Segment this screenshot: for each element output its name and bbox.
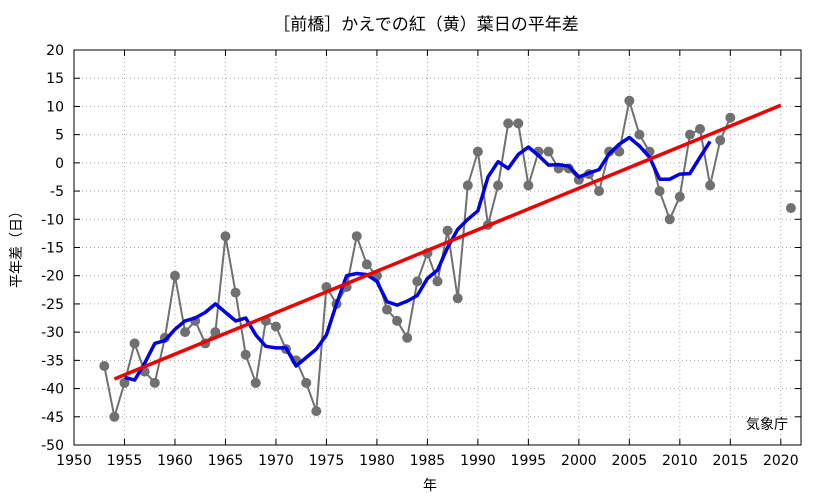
data-point — [250, 377, 261, 388]
data-point — [129, 338, 140, 349]
x-tick-label: 1995 — [511, 453, 547, 469]
data-point — [240, 349, 251, 360]
data-point — [361, 259, 372, 270]
running-mean-line — [124, 135, 712, 382]
source-label: 気象庁 — [746, 417, 788, 433]
x-tick-label: 1955 — [107, 453, 143, 469]
y-tick-label: -5 — [50, 184, 64, 200]
data-point — [452, 293, 463, 304]
data-point — [442, 225, 453, 236]
data-point — [684, 129, 695, 140]
y-tick-label: 5 — [55, 128, 64, 144]
y-tick-label: -30 — [41, 325, 64, 341]
trend-line — [113, 103, 782, 381]
x-tick-label: 1975 — [309, 453, 345, 469]
data-point — [674, 191, 685, 202]
y-axis-label: 平年差（日） — [9, 204, 25, 288]
x-tick-label: 2015 — [712, 453, 748, 469]
data-point — [614, 146, 625, 157]
x-tick-label: 1985 — [410, 453, 446, 469]
data-point — [705, 180, 716, 191]
data-point — [624, 95, 635, 106]
y-tick-label: 0 — [55, 156, 64, 172]
data-point — [543, 146, 554, 157]
data-point — [472, 146, 483, 157]
x-tick-label: 1970 — [258, 453, 294, 469]
data-point — [270, 321, 281, 332]
data-point — [149, 377, 160, 388]
x-tick-label: 2020 — [763, 453, 799, 469]
data-point — [715, 135, 726, 146]
x-tick-label: 1965 — [208, 453, 244, 469]
x-axis-label: 年 — [423, 478, 437, 494]
data-point — [785, 203, 796, 213]
data-point — [230, 287, 241, 298]
data-point — [402, 332, 413, 343]
data-point — [99, 361, 110, 371]
data-point — [109, 411, 120, 422]
y-tick-label: -50 — [41, 438, 64, 454]
data-point — [351, 231, 362, 242]
data-point — [695, 124, 706, 134]
data-point — [412, 276, 423, 287]
data-point — [725, 112, 736, 123]
y-tick-label: 15 — [46, 71, 64, 87]
y-tick-label: -40 — [41, 382, 64, 398]
data-point — [119, 377, 130, 388]
x-tick-label: 2010 — [662, 453, 698, 469]
data-point — [301, 377, 312, 388]
data-point — [523, 180, 534, 191]
x-tick-label: 1950 — [56, 453, 92, 469]
data-point — [311, 406, 322, 417]
y-tick-label: 20 — [46, 43, 64, 59]
y-tick-label: -25 — [41, 297, 64, 313]
y-tick-label: -20 — [41, 269, 64, 285]
data-point — [169, 270, 180, 281]
plot-frame — [73, 49, 802, 446]
y-tick-label: -15 — [41, 241, 64, 257]
y-tick-label: -10 — [41, 212, 64, 228]
y-tick-label: 10 — [46, 99, 64, 115]
x-tick-label: 1980 — [359, 453, 395, 469]
data-point — [220, 231, 231, 242]
data-point — [382, 304, 393, 315]
y-tick-label: -35 — [41, 353, 64, 369]
y-tick-label: -45 — [41, 410, 64, 426]
x-tick-label: 1960 — [157, 453, 193, 469]
data-point — [594, 186, 605, 197]
data-point — [654, 186, 665, 197]
series-layer — [99, 95, 796, 422]
data-point — [634, 129, 645, 140]
axis-ticks — [73, 49, 801, 446]
chart-title: ［前橋］かえでの紅（黄）葉日の平年差 — [273, 15, 579, 35]
data-point — [462, 180, 473, 191]
x-tick-label: 2005 — [612, 453, 648, 469]
x-tick-label: 1990 — [460, 453, 496, 469]
data-point — [180, 327, 191, 338]
x-tick-label: 2000 — [561, 453, 597, 469]
tick-labels: 1950 1955 1960 1965 1970 1975 1980 1985 1990 1995… — [41, 43, 799, 469]
data-point — [392, 315, 403, 326]
data-point — [664, 214, 675, 225]
data-point — [513, 118, 524, 129]
data-point — [503, 118, 514, 129]
data-point — [432, 276, 443, 287]
data-point — [493, 180, 504, 191]
